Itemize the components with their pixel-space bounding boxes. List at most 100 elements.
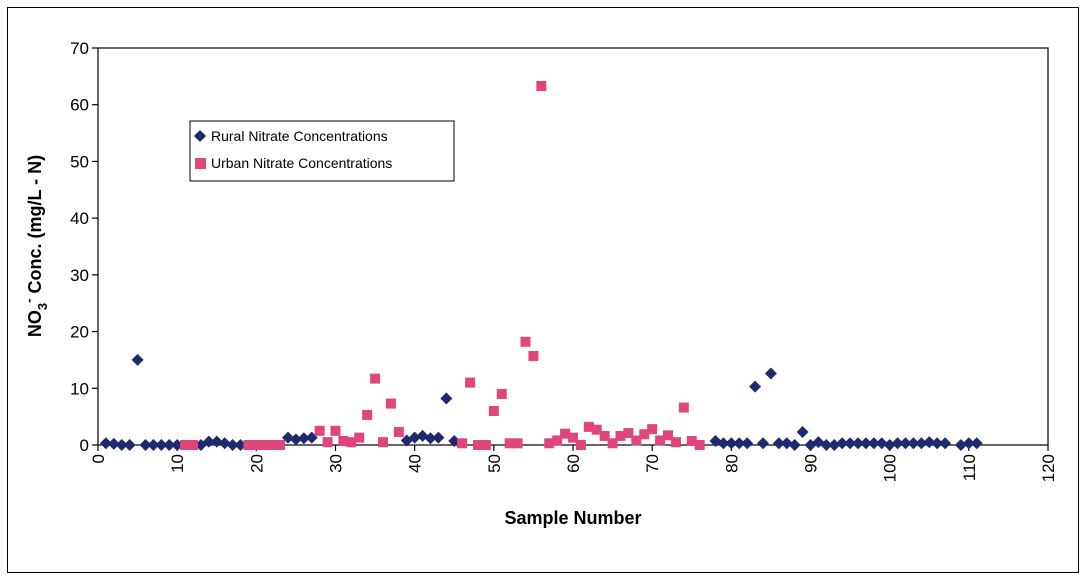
urban-point (354, 432, 365, 443)
y-axis-title: NO3- Conc. (mg/L - N) (21, 155, 50, 337)
urban-point (528, 350, 539, 361)
rural-point (970, 437, 983, 450)
urban-point (322, 437, 333, 448)
urban-point (362, 409, 373, 420)
rural-point (962, 437, 975, 450)
urban-point (591, 424, 602, 435)
plot-area (97, 47, 1049, 446)
urban-point (623, 428, 634, 439)
rural-point (408, 431, 421, 444)
rural-point (780, 437, 793, 450)
y-tick-label: 60 (70, 96, 89, 115)
rural-point (210, 435, 223, 448)
urban-point (465, 377, 476, 388)
y-tick-label: 50 (70, 152, 89, 171)
urban-point (275, 440, 286, 450)
urban-point (655, 435, 666, 446)
y-tick-label: 10 (70, 379, 89, 398)
rural-point (907, 437, 920, 450)
rural-point (915, 437, 928, 450)
y-axis: 0 10 20 30 40 50 60 70 (70, 39, 98, 455)
x-tick-label: 10 (168, 454, 187, 473)
y-tick-label: 0 (80, 436, 89, 455)
x-tick-label: 80 (722, 454, 741, 473)
rural-point (147, 439, 160, 451)
rural-point (852, 437, 864, 450)
rural-point (131, 353, 144, 366)
rural-point (899, 437, 912, 450)
legend-box (189, 120, 455, 182)
rural-point (749, 380, 762, 393)
rural-point (139, 439, 152, 451)
rural-point (432, 431, 445, 444)
urban-point (568, 432, 578, 443)
rural-point (725, 437, 738, 450)
rural-point (218, 437, 231, 450)
rural-point (99, 437, 112, 450)
rural-point (796, 425, 809, 438)
urban-point (512, 438, 523, 449)
rural-point (733, 437, 746, 450)
urban-point (488, 405, 499, 416)
urban-point (639, 429, 650, 440)
x-tick-label: 70 (643, 454, 662, 473)
urban-point (544, 438, 555, 449)
rural-point (163, 439, 176, 451)
urban-point (267, 440, 278, 450)
urban-point (330, 425, 341, 436)
legend-urban-marker (195, 158, 206, 169)
rural-point (859, 437, 872, 450)
urban-point (686, 436, 697, 447)
urban-point (575, 440, 586, 450)
rural-point (123, 439, 136, 451)
y-tick-label: 70 (70, 39, 89, 58)
rural-point (424, 432, 437, 445)
urban-point (259, 440, 270, 450)
urban-point (552, 435, 563, 446)
x-axis-title: Sample Number (504, 508, 641, 528)
rural-point (867, 437, 880, 450)
urban-point (473, 440, 483, 450)
urban-point (370, 373, 381, 384)
urban-point (536, 80, 547, 91)
urban-point (520, 336, 531, 347)
scatter-chart: 0 10 20 30 40 50 60 70 0 10 20 30 40 50 60 70 80 90 100 11… (21, 39, 1058, 528)
rural-point (923, 436, 936, 449)
urban-point (496, 388, 507, 399)
urban-point (663, 430, 673, 441)
rural-point (844, 437, 857, 450)
rural-point (891, 437, 904, 450)
rural-point (440, 392, 453, 405)
urban-point (338, 436, 349, 447)
rural-point (939, 437, 952, 450)
urban-point (188, 440, 198, 450)
x-axis: 0 10 20 30 40 50 60 70 80 90 100 110 120 (89, 445, 1058, 482)
rural-point (883, 439, 896, 451)
urban-point (583, 421, 594, 432)
x-tick-label: 100 (881, 454, 900, 482)
rural-point (836, 437, 849, 450)
urban-point (504, 438, 515, 449)
x-tick-label: 30 (327, 454, 346, 473)
x-tick-label: 40 (406, 454, 425, 473)
urban-point (615, 430, 626, 441)
urban-point (314, 425, 325, 436)
x-tick-label: 90 (802, 454, 821, 473)
legend-rural-marker (194, 130, 206, 142)
rural-point (757, 437, 769, 450)
data-points (99, 80, 983, 451)
urban-point (457, 438, 468, 449)
rural-point (155, 439, 168, 451)
rural-point (875, 437, 888, 450)
y-axis-title-sub: 3 (35, 303, 50, 310)
rural-point (788, 439, 801, 451)
rural-point (954, 439, 967, 451)
legend-rural-label: Rural Nitrate Concentrations (211, 128, 388, 144)
rural-point (772, 437, 785, 450)
y-tick-label: 40 (70, 209, 89, 228)
rural-point (202, 435, 215, 448)
urban-point (607, 438, 618, 449)
urban-point (480, 440, 491, 450)
rural-point (717, 437, 730, 450)
rural-point (115, 439, 128, 451)
